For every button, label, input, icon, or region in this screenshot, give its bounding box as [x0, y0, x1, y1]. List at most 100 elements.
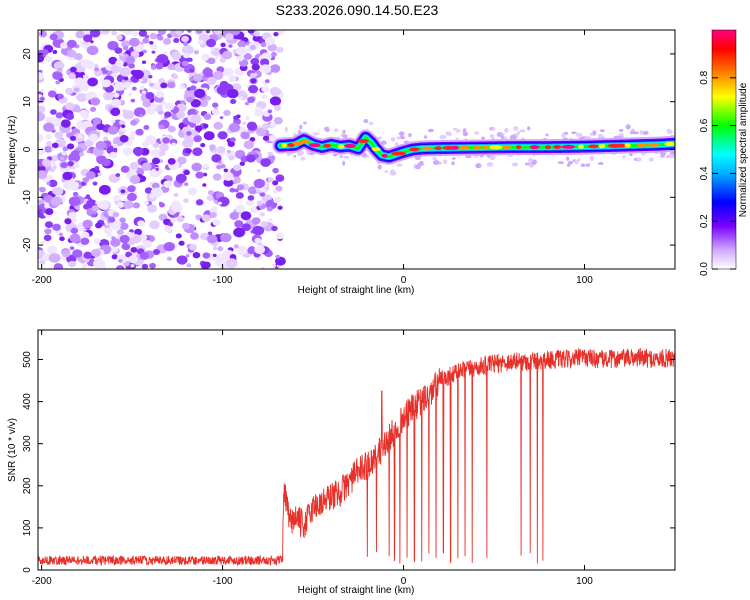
track-scatter [527, 126, 531, 131]
noise-blob [236, 55, 244, 62]
noise-blob [130, 119, 138, 126]
bottom-x-ticks: -200 -100 0 100 [32, 330, 593, 587]
noise-blob [181, 60, 189, 67]
noise-blob [178, 240, 185, 246]
noise-blob [277, 205, 283, 210]
track-scatter [396, 136, 401, 140]
track-scatter [666, 128, 671, 134]
noise-blob [127, 185, 136, 193]
noise-blob [216, 164, 222, 170]
noise-blob [119, 120, 126, 126]
track-scatter [423, 135, 428, 139]
noise-blob [274, 104, 282, 111]
noise-blob [223, 109, 231, 117]
noise-blob [119, 52, 124, 57]
noise-blob [53, 187, 64, 196]
noise-blob [187, 187, 198, 196]
noise-blob [232, 176, 241, 184]
track-scatter [312, 132, 320, 136]
noise-blob [164, 111, 172, 118]
bottom-x-tick-label: 100 [576, 576, 593, 587]
noise-blob [126, 192, 137, 202]
noise-blob [70, 150, 82, 159]
noise-blob [101, 79, 112, 88]
noise-blob [132, 146, 144, 156]
noise-blob [259, 191, 266, 197]
noise-blob [249, 136, 256, 142]
colorbar-tick-label: 0.4 [699, 166, 710, 180]
track-scatter [343, 155, 350, 160]
track-scatter [417, 162, 424, 167]
track-scatter [378, 136, 382, 140]
track-hotspot [421, 146, 433, 151]
noise-blob [256, 200, 264, 206]
noise-blob [261, 123, 270, 130]
noise-blob [60, 42, 69, 49]
track-hotspot [451, 145, 459, 150]
track-scatter [396, 163, 403, 167]
noise-blob [158, 78, 165, 84]
noise-blob [141, 90, 147, 95]
noise-blob [273, 31, 279, 37]
noise-blob [80, 237, 90, 246]
noise-blob [115, 173, 121, 178]
noise-blob [159, 202, 165, 208]
noise-blob [95, 201, 99, 205]
noise-blob [197, 39, 204, 45]
noise-blob [82, 75, 87, 79]
noise-blob [193, 73, 203, 82]
noise-blob [65, 102, 75, 111]
noise-blob [121, 40, 130, 48]
noise-blob [151, 168, 156, 173]
noise-blob [186, 131, 192, 136]
top-y-tick-label: 20 [22, 48, 33, 60]
bottom-y-tick-label: 200 [22, 477, 33, 494]
noise-blob [152, 142, 160, 149]
noise-blob [151, 187, 163, 198]
noise-blob [218, 160, 222, 164]
noise-blob [130, 131, 136, 136]
bottom-x-tick-label: -200 [32, 576, 52, 587]
noise-blob [212, 102, 219, 108]
noise-blob [206, 234, 218, 244]
noise-blob [190, 98, 201, 108]
noise-blob [182, 138, 194, 148]
noise-blob [149, 82, 154, 87]
noise-blob [193, 50, 200, 55]
noise-blob [253, 178, 266, 189]
noise-blob [189, 243, 198, 251]
noise-blob [209, 144, 216, 150]
noise-blob [214, 256, 226, 267]
noise-blob [60, 162, 68, 168]
noise-blob [147, 79, 152, 84]
track-hotspot [544, 145, 551, 150]
noise-blob [80, 59, 93, 69]
noise-blob [87, 77, 99, 87]
noise-blob [209, 211, 217, 219]
noise-blob [203, 131, 215, 141]
noise-blob [272, 189, 278, 194]
track-hotspot [552, 144, 562, 149]
noise-blob [92, 181, 98, 186]
noise-blob [193, 135, 202, 143]
top-x-axis-label: Height of straight line (km) [298, 285, 415, 296]
noise-blob [109, 221, 119, 229]
track-hotspot [434, 146, 442, 151]
noise-blob [187, 30, 192, 33]
noise-blob [75, 30, 85, 39]
noise-blob [181, 222, 191, 230]
noise-blob [93, 67, 100, 72]
noise-blob [191, 162, 203, 172]
colorbar-label: Normalized spectral amplitude [738, 82, 749, 217]
noise-blob [207, 57, 216, 65]
noise-blob [72, 249, 83, 258]
noise-blob [111, 254, 118, 260]
noise-blob [243, 53, 252, 60]
noise-blob [93, 238, 101, 244]
noise-blob [245, 116, 250, 121]
top-y-ticks: -20 -10 0 10 20 [22, 48, 675, 252]
noise-blob [190, 232, 199, 240]
noise-blob [236, 114, 241, 119]
noise-blob [85, 171, 96, 180]
noise-blob [48, 253, 61, 263]
